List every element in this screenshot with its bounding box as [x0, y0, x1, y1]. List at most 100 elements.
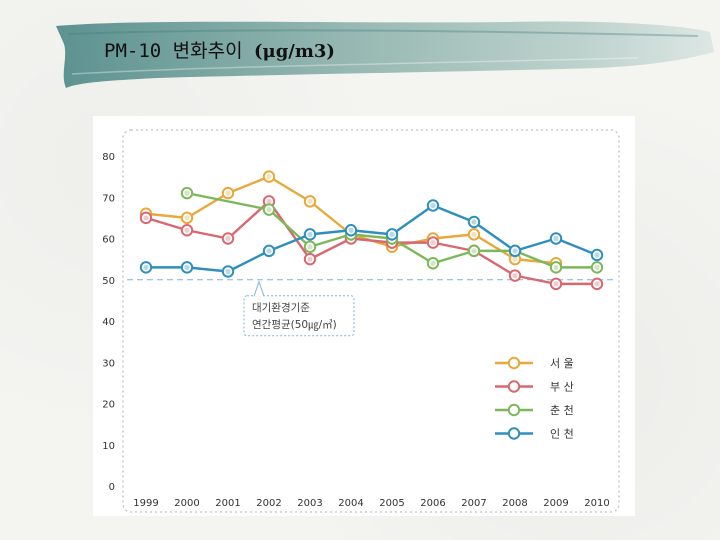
x-tick-label: 2006	[420, 498, 445, 509]
y-axis-ticks: 0 10 20 30 40 50 60 70 80	[102, 152, 115, 493]
x-tick-label: 2003	[297, 498, 322, 509]
legend-swatch-marker	[507, 403, 521, 417]
data-point	[426, 257, 440, 270]
slide-title-text: PM-10 변화추이	[104, 40, 254, 62]
legend-swatch-marker	[507, 356, 521, 370]
data-point	[426, 236, 440, 249]
chart-legend: 서 울부 산춘 천인 천	[495, 356, 574, 441]
pm10-line-chart: 0 10 20 30 40 50 60 70 80 1999 2000 2001 2002 2003 20…	[102, 129, 620, 513]
data-point-core	[307, 244, 313, 250]
data-point-core	[553, 264, 559, 270]
series-points	[139, 170, 604, 291]
data-point-core	[389, 231, 395, 237]
reference-label-line1: 대기환경기준	[252, 301, 310, 314]
data-point	[221, 186, 235, 200]
chart-panel: 0 10 20 30 40 50 60 70 80 1999 2000 2001 2002 2003 20…	[93, 116, 635, 516]
data-point-core	[184, 227, 190, 233]
data-point-core	[594, 281, 600, 287]
y-tick-label: 50	[102, 276, 115, 287]
x-tick-label: 2002	[256, 498, 281, 509]
data-point	[180, 261, 194, 274]
data-point	[303, 252, 317, 266]
data-point	[467, 228, 481, 241]
x-tick-label: 2005	[379, 498, 404, 509]
data-point-core	[184, 215, 190, 221]
data-point	[508, 269, 522, 282]
legend-label: 춘 천	[550, 403, 574, 417]
data-point-core	[143, 215, 149, 221]
data-point-core	[512, 256, 518, 262]
data-point-core	[512, 273, 518, 279]
data-point-core	[553, 281, 559, 287]
data-point	[139, 261, 153, 274]
data-point	[221, 265, 235, 278]
data-point	[180, 186, 194, 200]
data-point-core	[471, 231, 477, 237]
data-point-core	[307, 256, 313, 262]
series-line	[186, 191, 597, 269]
x-tick-label: 2008	[502, 498, 527, 509]
data-point-core	[266, 198, 272, 204]
data-point-core	[266, 207, 272, 213]
data-point-core	[266, 248, 272, 254]
legend-label: 서 울	[550, 357, 574, 370]
data-point-core	[553, 235, 559, 242]
data-point	[139, 211, 153, 225]
data-point-core	[430, 240, 436, 246]
data-point	[508, 244, 522, 258]
x-tick-label: 2007	[461, 498, 486, 509]
data-point-core	[225, 190, 231, 196]
legend-label: 부 산	[550, 381, 574, 394]
data-point-core	[225, 235, 231, 242]
data-point	[262, 244, 276, 258]
data-point	[590, 277, 604, 291]
data-point-core	[307, 231, 313, 237]
title-brush-stroke	[56, 21, 714, 88]
data-point-core	[307, 198, 313, 204]
data-point-core	[225, 268, 231, 275]
data-point	[549, 232, 563, 245]
data-point	[180, 211, 194, 225]
data-point	[549, 277, 563, 291]
y-tick-label: 10	[102, 441, 115, 452]
x-tick-label: 2004	[338, 498, 363, 509]
data-point-core	[594, 252, 600, 258]
x-tick-label: 2009	[543, 498, 568, 509]
data-point	[303, 240, 317, 253]
series-line	[145, 200, 597, 286]
x-tick-label: 2001	[215, 498, 240, 509]
data-point-core	[430, 202, 436, 209]
data-point	[180, 224, 194, 237]
legend-swatch-marker	[507, 427, 521, 440]
y-tick-label: 30	[102, 358, 115, 369]
x-tick-label: 1999	[133, 498, 158, 509]
y-tick-label: 80	[102, 152, 115, 163]
data-point	[426, 199, 440, 212]
legend-swatch-marker	[507, 380, 521, 393]
chart-frame	[122, 129, 620, 513]
y-tick-label: 20	[102, 400, 115, 411]
data-point-core	[471, 219, 477, 225]
data-point-core	[266, 174, 272, 180]
data-point-core	[184, 190, 190, 196]
y-tick-label: 40	[102, 317, 115, 328]
reference-label-line2: 연간평균(50㎍/㎥)	[252, 318, 337, 331]
series-line	[146, 204, 598, 273]
x-axis-ticks: 1999 2000 2001 2002 2003 2004 2005 2006 2007 2008…	[133, 498, 609, 509]
reference-label-box	[243, 295, 355, 337]
data-point-core	[184, 264, 190, 270]
data-point	[262, 170, 276, 183]
data-point	[590, 261, 604, 274]
data-point-core	[471, 248, 477, 254]
x-tick-label: 2000	[174, 498, 199, 509]
data-point	[303, 195, 317, 208]
data-point	[221, 232, 235, 245]
legend-label: 인 천	[550, 427, 574, 441]
data-point	[303, 228, 317, 241]
data-point-core	[594, 264, 600, 270]
slide-title-unit: (μg/m3)	[254, 41, 335, 62]
series-lines	[145, 175, 598, 286]
reference-pointer	[253, 280, 265, 297]
data-point-core	[348, 227, 354, 233]
y-tick-label: 60	[102, 235, 115, 246]
